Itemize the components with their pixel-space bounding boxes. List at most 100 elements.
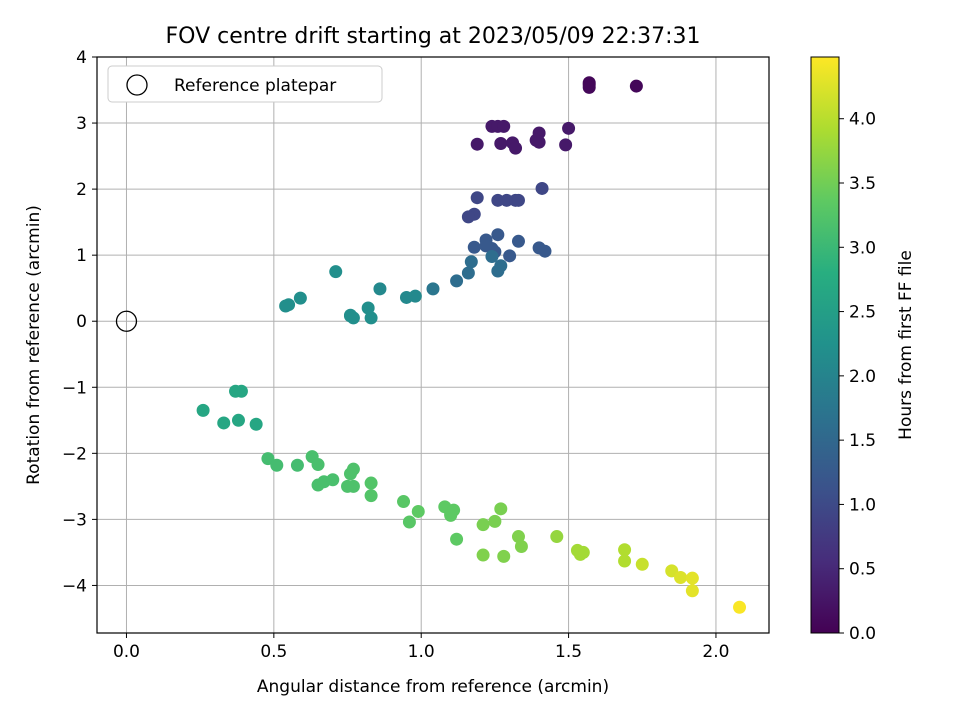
legend-entry-label: Reference platepar bbox=[174, 76, 336, 96]
y-tick-label: 3 bbox=[76, 114, 87, 134]
x-tick-label: 1.5 bbox=[555, 642, 582, 662]
y-axis-ticks: −4 −3 −2 −1 0 1 2 3 4 bbox=[62, 48, 97, 596]
data-point bbox=[497, 549, 511, 563]
y-tick-label: 0 bbox=[76, 312, 87, 332]
colorbar-label: Hours from first FF file bbox=[896, 250, 916, 440]
data-point bbox=[511, 234, 525, 248]
data-point bbox=[665, 564, 679, 578]
x-tick-label: 1.0 bbox=[408, 642, 435, 662]
data-point bbox=[559, 138, 573, 152]
data-point bbox=[635, 557, 649, 571]
grid-lines bbox=[97, 56, 769, 633]
data-point bbox=[514, 539, 528, 553]
data-point bbox=[461, 266, 475, 280]
data-point bbox=[329, 265, 343, 279]
data-point bbox=[402, 515, 416, 529]
data-point bbox=[491, 264, 505, 278]
data-point bbox=[467, 240, 481, 254]
data-point bbox=[476, 518, 490, 532]
data-point bbox=[494, 502, 508, 516]
y-tick-label: 1 bbox=[76, 246, 87, 266]
data-point bbox=[364, 489, 378, 503]
data-point bbox=[450, 274, 464, 288]
data-point bbox=[576, 545, 590, 559]
data-point bbox=[733, 600, 747, 614]
data-point bbox=[685, 584, 699, 598]
colorbar-ticks: 0.0 0.5 1.0 1.5 2.0 2.5 3.0 3.5 4.0 bbox=[839, 110, 876, 644]
data-point bbox=[326, 473, 340, 487]
y-tick-label: 4 bbox=[76, 48, 87, 68]
colorbar-tick-label: 3.5 bbox=[849, 174, 876, 194]
colorbar-tick-label: 2.0 bbox=[849, 367, 876, 387]
data-point bbox=[249, 417, 263, 431]
data-point bbox=[618, 543, 632, 557]
data-point bbox=[470, 191, 484, 205]
data-points bbox=[196, 76, 747, 614]
data-point bbox=[444, 508, 458, 522]
data-point bbox=[511, 530, 525, 544]
data-point bbox=[426, 282, 440, 296]
data-point bbox=[674, 571, 688, 585]
data-point bbox=[341, 479, 355, 493]
data-point bbox=[373, 282, 387, 296]
data-point bbox=[361, 301, 375, 315]
colorbar-tick-label: 1.5 bbox=[849, 431, 876, 451]
data-point bbox=[311, 458, 325, 472]
colorbar-tick-label: 1.0 bbox=[849, 495, 876, 515]
colorbar-gradient bbox=[810, 56, 840, 634]
y-tick-label: −4 bbox=[62, 576, 87, 596]
x-axis-ticks: 0.0 0.5 1.0 1.5 2.0 bbox=[113, 633, 729, 662]
data-point bbox=[582, 80, 596, 94]
legend: Reference platepar bbox=[107, 65, 383, 103]
plot-frame bbox=[96, 56, 770, 634]
colorbar-tick-label: 0.0 bbox=[849, 624, 876, 644]
data-point bbox=[511, 193, 525, 207]
data-point bbox=[397, 495, 411, 509]
data-point bbox=[562, 121, 576, 135]
colorbar-tick-label: 4.0 bbox=[849, 110, 876, 130]
chart-title: FOV centre drift starting at 2023/05/09 … bbox=[166, 24, 701, 49]
data-point bbox=[479, 239, 493, 253]
reference-platepar-marker bbox=[115, 310, 138, 332]
data-point bbox=[535, 181, 549, 195]
colorbar: 0.0 0.5 1.0 1.5 2.0 2.5 3.0 3.5 4.0 Hours from f… bbox=[810, 56, 916, 644]
reference-marker bbox=[115, 310, 138, 332]
colorbar-tick-label: 2.5 bbox=[849, 303, 876, 323]
data-point bbox=[279, 299, 293, 313]
y-axis-label: Rotation from reference (arcmin) bbox=[24, 205, 44, 485]
x-tick-label: 2.0 bbox=[702, 642, 729, 662]
data-point bbox=[497, 119, 511, 133]
data-point bbox=[461, 210, 475, 224]
data-point bbox=[464, 255, 478, 269]
data-point bbox=[234, 384, 248, 398]
data-point bbox=[261, 452, 275, 466]
data-point bbox=[270, 458, 284, 472]
data-point bbox=[346, 311, 360, 325]
data-point bbox=[618, 554, 632, 568]
data-point bbox=[550, 530, 564, 544]
data-point bbox=[685, 571, 699, 585]
data-point bbox=[364, 311, 378, 325]
data-point bbox=[293, 291, 307, 305]
legend-box bbox=[107, 65, 383, 103]
data-point bbox=[532, 135, 546, 149]
data-point bbox=[491, 228, 505, 242]
y-tick-label: −2 bbox=[62, 444, 87, 464]
legend-marker-icon bbox=[126, 74, 148, 96]
data-point bbox=[485, 249, 499, 263]
data-point bbox=[399, 290, 413, 304]
x-axis-label: Angular distance from reference (arcmin) bbox=[257, 677, 609, 697]
data-point bbox=[411, 504, 425, 518]
data-point bbox=[196, 403, 210, 417]
data-point bbox=[450, 532, 464, 546]
data-point bbox=[494, 137, 508, 151]
y-tick-label: −1 bbox=[62, 378, 87, 398]
data-point bbox=[629, 79, 643, 93]
data-point bbox=[503, 249, 517, 263]
data-point bbox=[488, 514, 502, 528]
data-point bbox=[290, 458, 304, 472]
x-tick-label: 0.5 bbox=[260, 642, 287, 662]
data-point bbox=[538, 244, 552, 258]
y-tick-label: −3 bbox=[62, 510, 87, 530]
